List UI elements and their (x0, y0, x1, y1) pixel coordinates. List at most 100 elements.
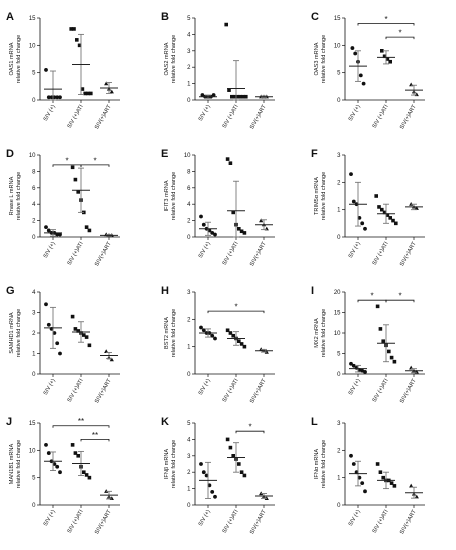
x-tick-label: SIV (+)ATI (222, 241, 240, 267)
data-point (87, 343, 92, 348)
y-axis-label: Rnase L mRNArelative fold change (9, 172, 22, 221)
data-point (244, 94, 248, 99)
y-tick-label: 10 (334, 331, 341, 337)
data-point (213, 232, 217, 237)
data-point (69, 27, 73, 31)
y-tick-label: 5 (32, 476, 36, 482)
x-tick-label: SIV (+) (348, 104, 362, 122)
data-point (104, 81, 109, 86)
significance-label: * (398, 29, 401, 38)
y-tick-label: 8 (32, 169, 36, 175)
y-tick-label: 3 (32, 311, 36, 317)
y-axis-label-gene: IFNα mRNA (314, 449, 320, 480)
y-axis-label: MAN1B1 mRNArelative fold change (9, 440, 22, 489)
y-tick-label: 4 (187, 32, 191, 38)
y-tick-label: 2 (187, 65, 191, 71)
data-point (76, 454, 80, 458)
x-tick-label: SIV (+)ATI (67, 509, 85, 535)
y-tick-label: 10 (29, 153, 36, 159)
significance-bracket (207, 310, 265, 314)
y-tick-label: 6 (32, 186, 36, 192)
x-tick-label: SIV(+)ART (399, 241, 418, 268)
data-point (409, 483, 414, 488)
y-axis-label: OAS3 mRNArelative fold change (314, 35, 327, 84)
y-tick-label: 1 (187, 82, 191, 88)
y-tick-label: 2 (337, 448, 341, 454)
x-tick-label: SIV (+) (43, 104, 57, 122)
y-tick-label: 0 (337, 372, 341, 378)
x-tick-label: SIV (+)ATI (222, 104, 240, 130)
data-point (375, 304, 380, 309)
data-point (225, 328, 230, 333)
x-tick-label: SIV (+) (198, 378, 212, 396)
data-point (358, 73, 363, 78)
data-point (199, 462, 203, 466)
y-axis-label-unit: relative fold change (321, 440, 327, 489)
x-tick-label: SIV(+)ART (399, 378, 418, 405)
data-point (200, 93, 205, 97)
y-axis-label-gene: IFNβ mRNA (164, 449, 170, 480)
y-tick-label: 8 (187, 169, 191, 175)
panel-letter: B (161, 11, 169, 23)
panel-letter: H (161, 285, 169, 297)
panel-a: A OAS1 mRNArelative fold change 0 5 10 15 SIV … (6, 11, 120, 130)
data-point (360, 481, 365, 486)
data-point (199, 214, 203, 219)
significance-label: ** (78, 417, 84, 426)
x-tick-label: SIV (+)ATI (67, 104, 85, 130)
panel-c: C OAS3 mRNArelative fold change 0 5 10 15 SIV … (311, 11, 425, 130)
significance-label: * (398, 292, 401, 301)
y-axis-label-gene: SAMHD1 mRNA (9, 312, 15, 354)
data-point (349, 361, 353, 366)
significance-label: * (93, 156, 96, 165)
panel-letter: C (311, 11, 319, 23)
data-point (73, 451, 78, 455)
data-point (237, 227, 241, 231)
data-point (357, 475, 362, 480)
data-point (55, 341, 60, 346)
data-point (237, 462, 241, 466)
data-point (242, 344, 247, 349)
x-tick-label: SIV (+) (43, 509, 57, 527)
significance-label: * (234, 303, 237, 312)
panel-letter: K (161, 416, 169, 428)
data-point (46, 322, 51, 327)
x-tick-label: SIV(+)ART (94, 104, 113, 131)
x-tick-label: SIV (+) (348, 241, 362, 259)
y-tick-label: 5 (187, 421, 191, 427)
x-tick-label: SIV(+)ART (94, 241, 113, 268)
y-tick-label: 2 (187, 317, 191, 323)
data-point (84, 473, 89, 477)
data-point (231, 333, 235, 338)
y-tick-label: 2 (32, 331, 36, 337)
y-tick-label: 0 (337, 235, 341, 241)
y-tick-label: 5 (337, 71, 341, 77)
data-point (82, 333, 86, 337)
y-tick-label: 6 (187, 186, 191, 192)
data-point (225, 157, 230, 161)
y-tick-label: 5 (337, 352, 341, 358)
x-tick-label: SIV(+)ART (249, 378, 268, 405)
data-point (239, 342, 244, 346)
y-tick-label: 1 (187, 487, 191, 493)
data-point (385, 213, 390, 217)
data-point (73, 177, 78, 182)
data-point (235, 94, 240, 99)
data-point (381, 475, 385, 480)
x-tick-label: SIV (+) (348, 509, 362, 527)
data-point (228, 161, 233, 165)
data-point (361, 81, 366, 86)
significance-label: * (65, 156, 68, 165)
data-point (349, 453, 353, 458)
y-axis-label-gene: OAS1 mRNA (9, 42, 15, 75)
y-tick-label: 2 (32, 219, 36, 225)
data-point (213, 494, 217, 499)
data-point (228, 331, 233, 335)
y-tick-label: 10 (184, 153, 191, 159)
y-axis-label: IFIT3 mRNArelative fold change (164, 172, 177, 221)
data-point (414, 494, 419, 499)
data-point (55, 95, 60, 100)
y-tick-label: 20 (334, 290, 341, 296)
y-axis-label: OAS1 mRNArelative fold change (9, 35, 22, 84)
x-tick-label: SIV(+)ART (249, 509, 268, 536)
